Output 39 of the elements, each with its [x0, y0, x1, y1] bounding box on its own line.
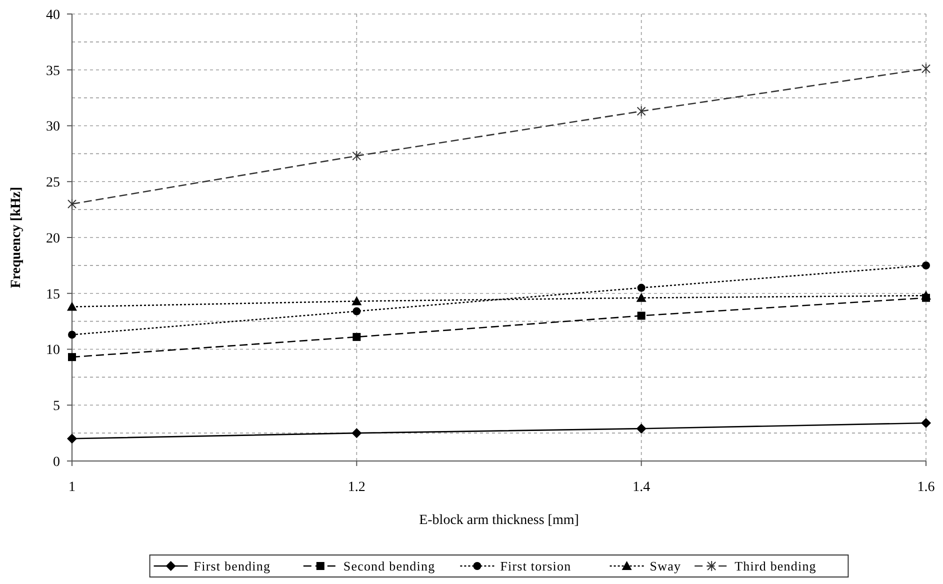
x-tick-label: 1.6 [917, 480, 935, 495]
y-axis-title: Frequency [kHz] [9, 186, 24, 288]
y-tick-label: 20 [46, 231, 60, 246]
legend-label: Third bending [734, 558, 816, 574]
legend-label: First torsion [500, 558, 572, 574]
point [921, 418, 931, 428]
point [636, 424, 646, 434]
point [68, 198, 76, 210]
point [67, 302, 77, 311]
point [352, 150, 362, 162]
y-tick-label: 0 [53, 454, 60, 470]
point [922, 261, 930, 270]
point [67, 434, 77, 444]
legend-label: First bending [194, 558, 271, 574]
x-axis-title: E-block arm thickness [mm] [419, 513, 579, 528]
x-tick-label: 1 [68, 480, 76, 495]
point [352, 332, 361, 341]
legend-label: Second bending [343, 558, 436, 574]
x-tick-label: 1.4 [632, 480, 650, 495]
y-tick-label: 5 [53, 399, 60, 414]
y-tick-label: 10 [46, 343, 60, 358]
y-tick-label: 40 [46, 8, 60, 23]
y-tick-label: 15 [46, 287, 60, 302]
point [636, 292, 646, 302]
x-tick-label: 1.2 [348, 480, 366, 495]
point [68, 330, 76, 339]
point [352, 428, 362, 438]
point [637, 312, 646, 320]
point [922, 294, 930, 302]
point [352, 307, 361, 316]
point [636, 106, 646, 117]
point [637, 284, 646, 292]
legend-label: Sway [650, 558, 682, 574]
point [68, 353, 76, 362]
point [352, 296, 362, 306]
y-tick-label: 35 [46, 64, 60, 79]
point [922, 63, 930, 74]
y-tick-label: 25 [46, 176, 60, 191]
y-tick-label: 30 [46, 120, 60, 135]
